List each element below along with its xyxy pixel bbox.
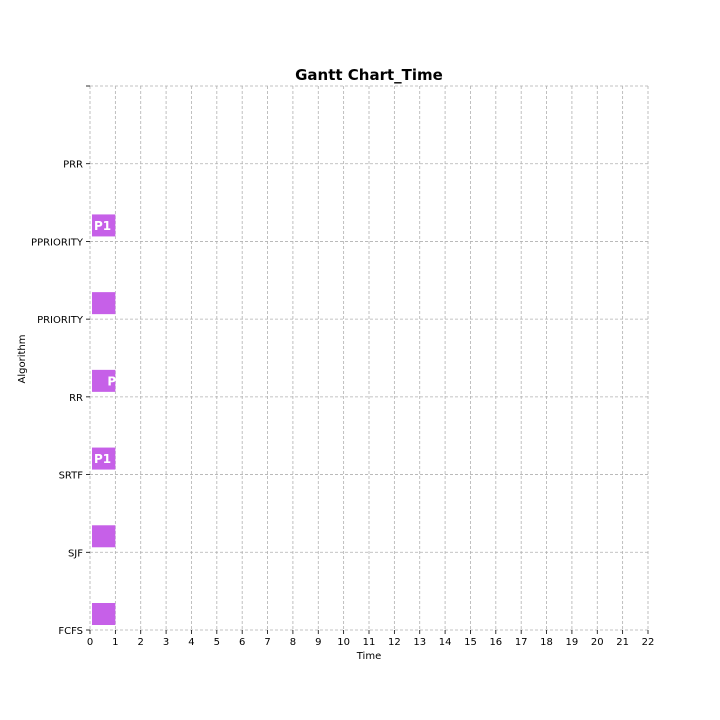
x-tick-label: 14 [439,637,452,648]
gantt-bar [92,603,116,625]
x-tick-label: 1 [112,637,118,648]
y-tick-label: PPRIORITY [31,237,84,248]
gantt-bar [92,292,116,315]
y-tick-label: SJF [68,548,83,559]
gantt-bar [92,214,116,237]
y-tick-label: RR [69,393,83,404]
x-tick-label: 22 [642,637,655,648]
bars-layer: P1 P P1 [92,214,116,625]
x-tick-label: 5 [214,637,220,648]
x-tick-label: 17 [515,637,528,648]
x-tick-label: 11 [363,637,376,648]
x-tick-label: 15 [464,637,477,648]
x-tick-label: 9 [315,637,321,648]
bar-label: P [107,374,116,388]
grid-layer [89,85,649,631]
x-tick-label: 12 [388,637,401,648]
gantt-bar [92,369,116,392]
y-axis-label: Algorithm [17,335,28,384]
x-tick-label: 18 [540,637,553,648]
x-tick-label: 10 [337,637,350,648]
x-tick-label: 8 [290,637,296,648]
y-tick-label: PRIORITY [37,315,84,326]
bar-label: P1 [94,219,111,233]
x-tick-label: 21 [616,637,629,648]
y-tick-label: SRTF [59,471,84,482]
x-tick-label: 19 [566,637,579,648]
x-tick-label: 13 [413,637,426,648]
x-tick-label: 6 [239,637,245,648]
x-tick-label: 20 [591,637,604,648]
ticks-layer: 0 1 2 3 4 5 6 7 8 9 10 11 12 13 14 15 16 17 18 19 20 21 22FCFS… [31,85,655,648]
x-tick-label: 16 [489,637,502,648]
gantt-bar [92,447,116,470]
gantt-bar [92,525,116,548]
x-tick-label: 2 [138,637,144,648]
x-tick-label: 7 [264,637,270,648]
chart-title: Gantt Chart_Time [295,66,443,84]
x-axis-label: Time [356,651,381,662]
x-tick-label: 3 [163,637,169,648]
x-tick-label: 0 [87,637,93,648]
y-tick-label: PRR [63,160,83,171]
y-tick-label: FCFS [58,626,83,637]
x-tick-label: 4 [188,637,194,648]
bar-label: P1 [94,452,111,466]
